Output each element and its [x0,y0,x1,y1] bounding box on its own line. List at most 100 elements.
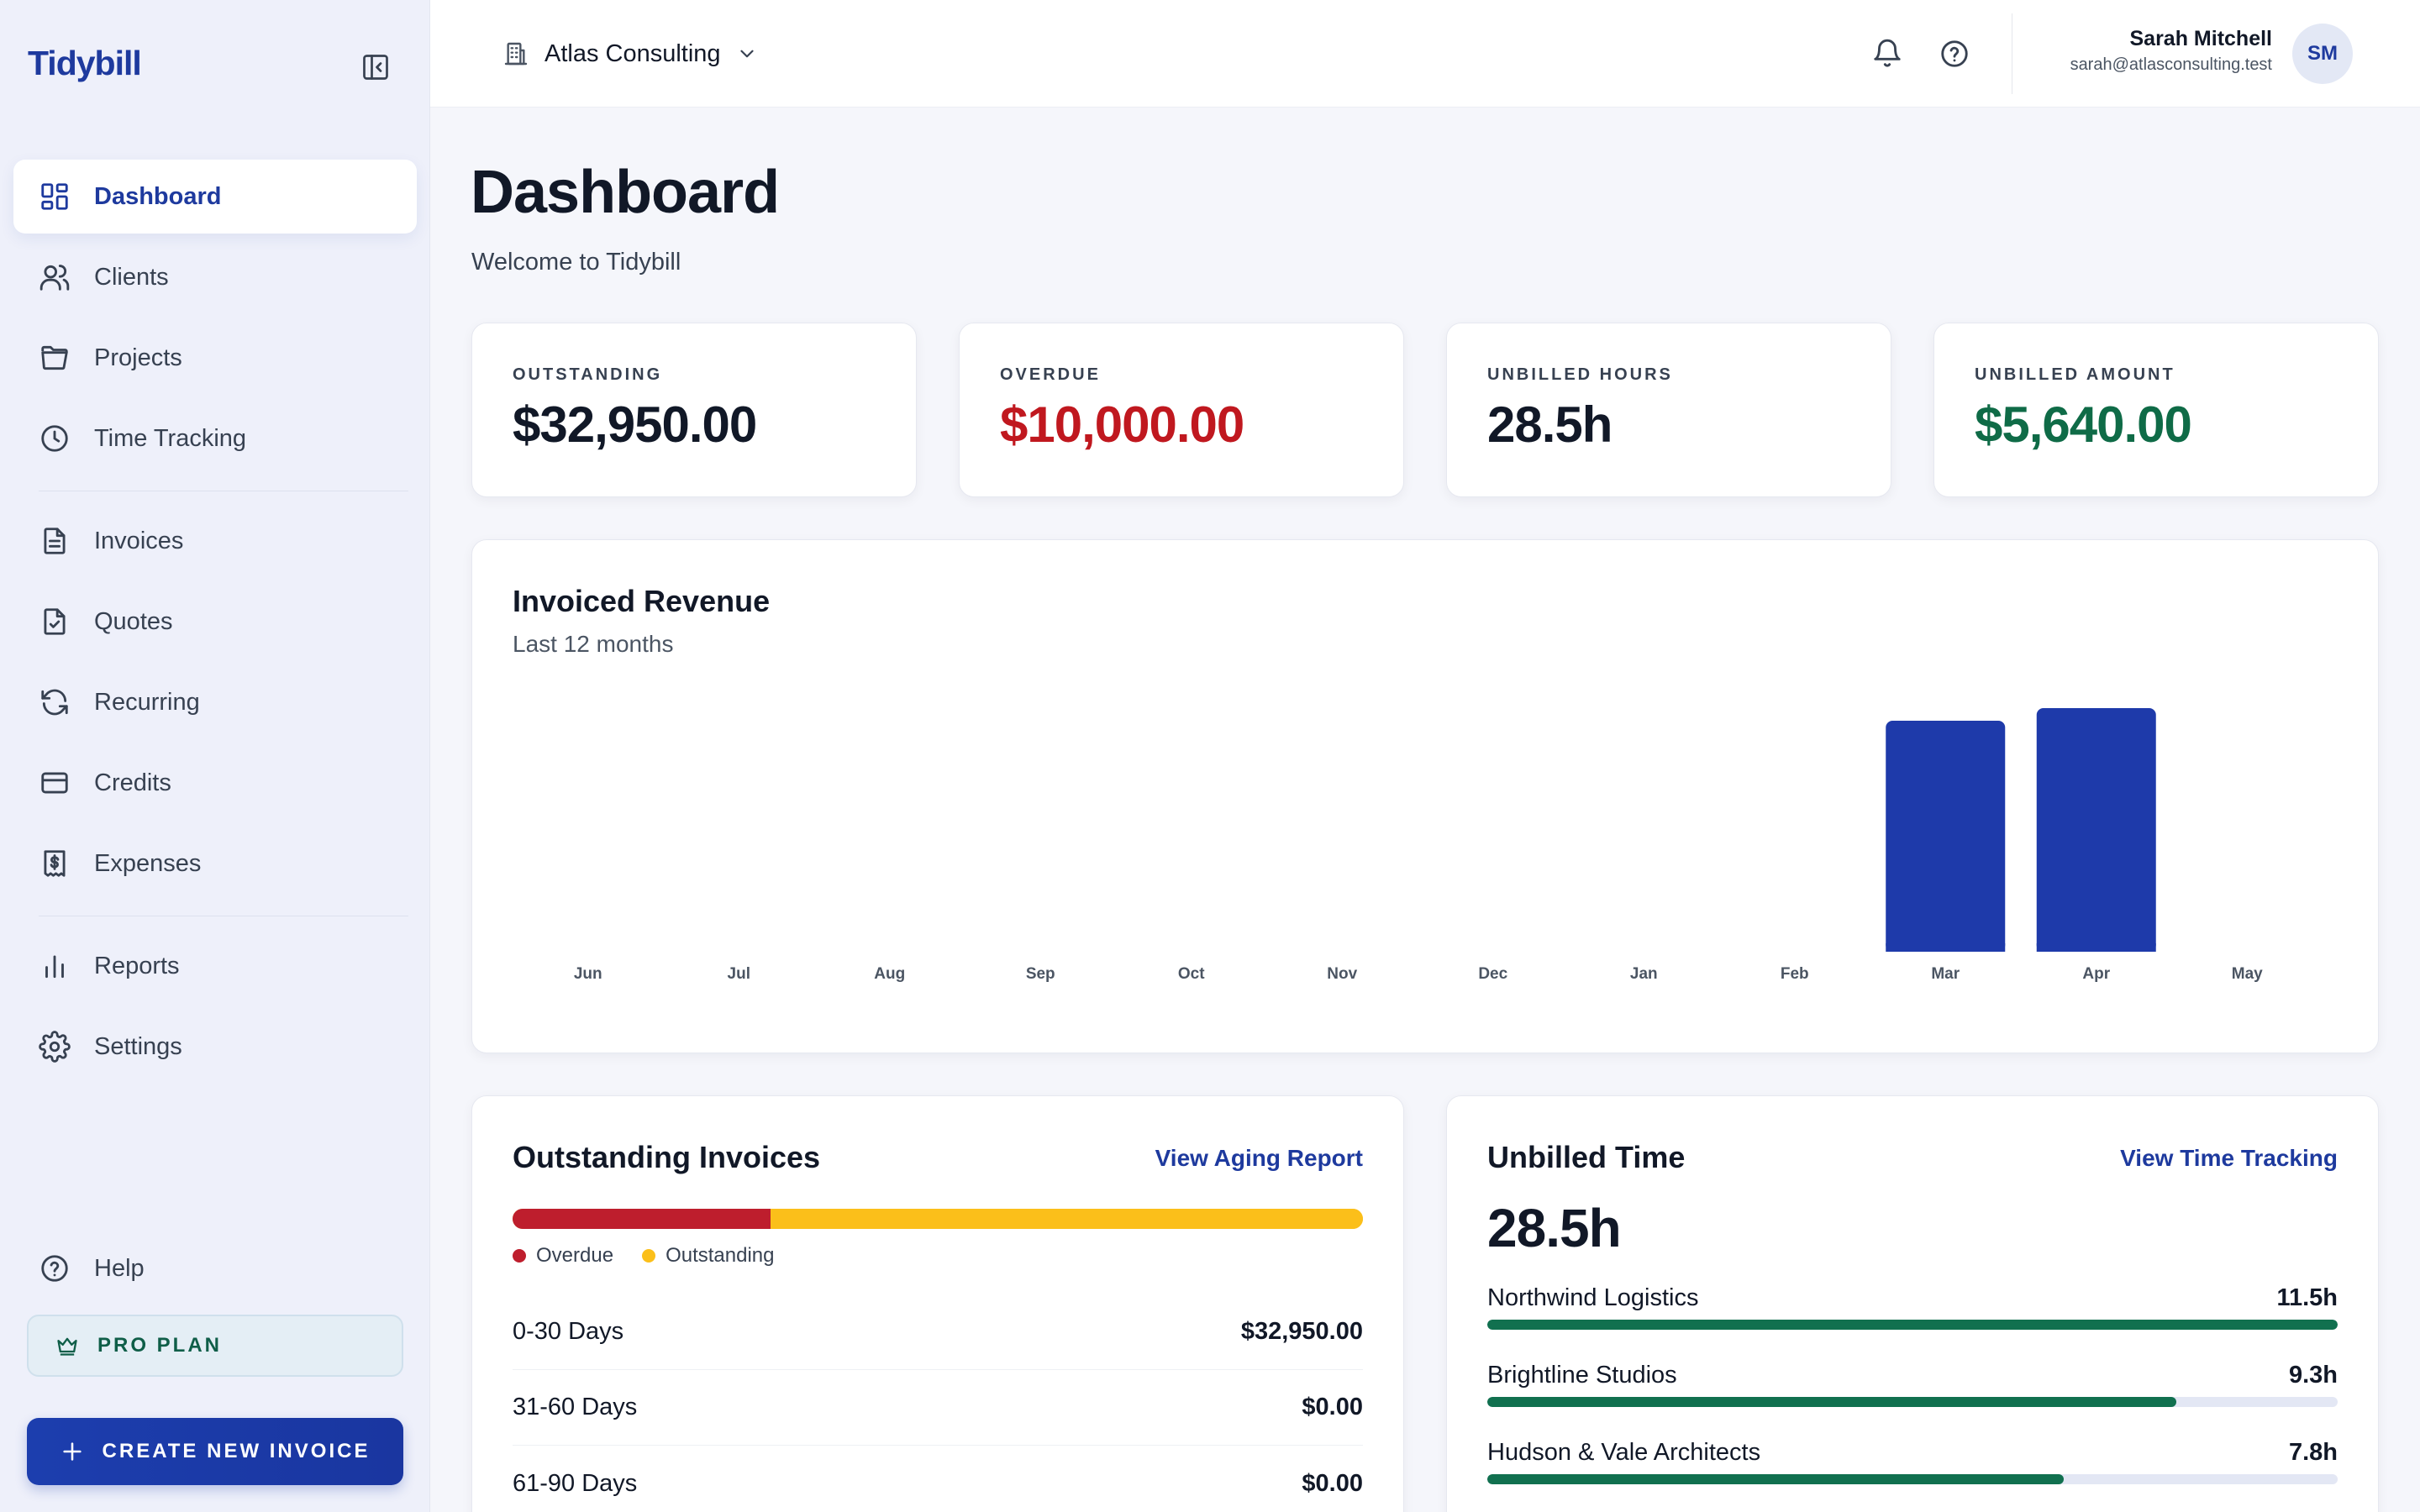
bell-icon [1874,39,1901,67]
chevron-down-icon [739,50,754,58]
revenue-bar-chart: Jun Jul Aug Sep Oct Nov Dec Jan Feb Mar Apr May [574,708,2263,983]
client-name: Hudson & Vale Architects [1487,1439,1761,1466]
stat-label: UNBILLED AMOUNT [1975,365,2175,384]
overdue-segment [513,1209,771,1229]
crown-icon [57,1337,77,1356]
x-tick-label: Mar [1931,965,1960,983]
unbilled-client-row[interactable]: Northwind Logistics 11.5h [1487,1284,2338,1352]
legend-dot [513,1249,526,1263]
client-name: Northwind Logistics [1487,1284,1699,1311]
clock-icon [41,425,68,452]
credit-card-icon [41,772,68,794]
pro-plan-label: PRO PLAN [97,1334,223,1357]
stat-label: UNBILLED HOURS [1487,365,1673,384]
outstanding-segment [771,1209,1363,1229]
revenue-bar-base [1886,943,2006,952]
hours-progress-track [1487,1397,2338,1407]
legend-label: Overdue [536,1244,614,1267]
unbilled-client-row[interactable]: Brightline Studios 9.3h [1487,1362,2338,1429]
nav-item-reports[interactable]: Reports [13,929,417,1003]
user-name: Sarah Mitchell [2129,27,2273,50]
help-button[interactable] [1936,35,1973,72]
legend-overdue: Overdue [513,1244,613,1268]
dashboard-icon [41,183,68,210]
create-new-invoice-button[interactable]: CREATE NEW INVOICE [27,1418,403,1485]
nav-item-credits[interactable]: Credits [13,746,417,820]
organization-switcher[interactable]: Atlas Consulting [502,34,758,74]
aging-range: 0-30 Days [513,1318,624,1345]
nav-item-help[interactable]: Help [13,1231,417,1305]
user-email: sarah@atlasconsulting.test [2070,55,2272,74]
revenue-bar-apr[interactable] [2036,708,2156,952]
unbilled-time-card: Unbilled Time View Time Tracking 28.5h N… [1446,1095,2379,1512]
gear-icon [39,1031,71,1063]
nav-item-clients[interactable]: Clients [13,240,417,314]
page-subtitle: Welcome to Tidybill [471,249,681,276]
nav-item-time-tracking[interactable]: Time Tracking [13,402,417,475]
x-tick-label: Dec [1478,965,1507,983]
nav-item-recurring[interactable]: Recurring [13,665,417,739]
avatar[interactable]: SM [2292,24,2353,84]
client-hours: 7.8h [2288,1439,2338,1466]
legend-dot [642,1249,656,1263]
x-tick-label: Jun [574,965,602,983]
nav-item-quotes[interactable]: Quotes [13,585,417,659]
aging-row: 0-30 Days $32,950.00 [513,1294,1363,1370]
aging-range: 31-60 Days [513,1394,638,1420]
outstanding-title: Outstanding Invoices [513,1140,821,1174]
client-name: Brightline Studios [1487,1362,1677,1389]
receipt-icon [44,850,66,877]
chart-subtitle: Last 12 months [513,631,674,657]
view-time-tracking-link[interactable]: View Time Tracking [2120,1145,2338,1171]
collapse-sidebar-button[interactable] [359,50,392,84]
stat-value: $10,000.00 [1000,396,1244,453]
revenue-bar-mar[interactable] [1886,721,2006,952]
unbilled-total-hours: 28.5h [1487,1198,1622,1258]
organization-name: Atlas Consulting [544,39,721,67]
nav-label: Dashboard [94,182,222,210]
document-check-icon [44,608,66,635]
nav-item-expenses[interactable]: Expenses [13,827,417,900]
stat-card-unbilled-hours: UNBILLED HOURS 28.5h [1446,323,1891,497]
stat-value: $5,640.00 [1975,396,2192,453]
nav-label: Reports [94,952,180,979]
nav-label: Help [94,1254,145,1282]
x-tick-label: Feb [1781,965,1809,983]
unbilled-client-row[interactable]: Hudson & Vale Architects 7.8h [1487,1439,2338,1506]
stat-value: 28.5h [1487,396,1612,453]
refresh-icon [41,689,68,716]
stat-card-overdue: OVERDUE $10,000.00 [959,323,1404,497]
folder-icon [41,345,68,370]
notifications-button[interactable] [1869,35,1906,72]
nav-label: Invoices [94,527,184,554]
hours-progress-track [1487,1474,2338,1484]
x-tick-label: Sep [1026,965,1055,983]
aging-row: 31-60 Days $0.00 [513,1370,1363,1446]
hours-progress-fill [1487,1474,2065,1484]
stat-card-outstanding: OUTSTANDING $32,950.00 [471,323,917,497]
outstanding-invoices-card: Outstanding Invoices View Aging Report O… [471,1095,1404,1512]
overdue-outstanding-bar [513,1209,1363,1229]
aging-amount: $0.00 [1302,1469,1363,1497]
stat-card-unbilled-amount: UNBILLED AMOUNT $5,640.00 [1933,323,2379,497]
nav-item-dashboard[interactable]: Dashboard [13,160,417,234]
nav-label: Expenses [94,849,202,877]
stat-label: OUTSTANDING [513,365,663,384]
topbar: Atlas Consulting Sarah Mitchell sarah@at… [430,0,2420,108]
help-circle-icon [41,1255,68,1282]
plus-icon [62,1442,82,1461]
brand-logo[interactable]: Tidybill [28,44,142,82]
nav-item-settings[interactable]: Settings [13,1010,417,1084]
sidebar-collapse-icon [363,55,388,80]
stat-value: $32,950.00 [513,396,757,453]
pro-plan-badge[interactable]: PRO PLAN [27,1315,403,1377]
nav-item-invoices[interactable]: Invoices [13,504,417,578]
bar-chart-icon [45,955,64,979]
aging-range: 61-90 Days [513,1469,638,1497]
hours-progress-track [1487,1320,2338,1330]
nav-item-projects[interactable]: Projects [13,321,417,395]
x-tick-label: Jan [1630,965,1658,983]
view-aging-report-link[interactable]: View Aging Report [1155,1145,1363,1171]
legend-label: Outstanding [666,1244,775,1267]
aging-amount: $0.00 [1302,1394,1363,1420]
